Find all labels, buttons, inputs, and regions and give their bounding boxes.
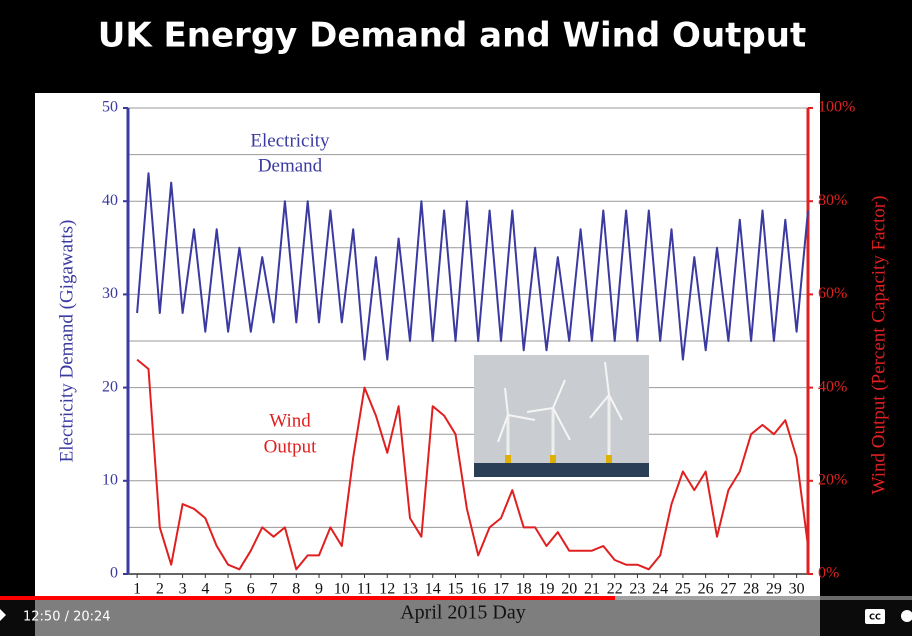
x-tick-label: 8	[292, 581, 300, 598]
series-line	[136, 172, 809, 361]
series-line	[136, 358, 809, 571]
x-tick-label: 6	[247, 581, 255, 598]
time-display: 12:50 / 20:24	[23, 610, 111, 625]
x-tick-label: 16	[470, 581, 486, 598]
x-tick-label: 26	[698, 581, 714, 598]
x-tick-label: 2	[156, 581, 164, 598]
slide	[35, 93, 820, 636]
x-tick-label: 17	[493, 581, 509, 598]
y-tick-label: 10	[102, 471, 118, 488]
y-axis-label: Electricity Demand (Gigawatts)	[56, 220, 77, 463]
x-tick-label: 9	[315, 581, 323, 598]
annotation: Demand	[258, 155, 323, 176]
x-tick-label: 7	[270, 581, 278, 598]
x-tick-label: 5	[224, 581, 232, 598]
play-button[interactable]	[0, 609, 6, 621]
x-tick-label: 24	[652, 581, 668, 598]
y2-tick-label: 0%	[818, 565, 839, 582]
x-tick-label: 12	[379, 581, 395, 598]
x-tick-label: 11	[357, 581, 372, 598]
x-tick-label: 4	[201, 581, 209, 598]
x-tick-label: 18	[516, 581, 532, 598]
y2-tick-label: 20%	[818, 471, 847, 488]
y-tick-label: 40	[102, 192, 118, 209]
y-tick-label: 0	[110, 565, 118, 582]
annotation: Electricity	[250, 130, 330, 151]
x-tick-label: 29	[766, 581, 782, 598]
progress-played[interactable]	[0, 596, 615, 600]
annotation: Output	[264, 436, 318, 457]
cc-button[interactable]	[865, 609, 885, 624]
y2-tick-label: 60%	[818, 285, 847, 302]
y2-tick-label: 80%	[818, 192, 847, 209]
x-tick-label: 30	[789, 581, 805, 598]
x-tick-label: 10	[334, 581, 350, 598]
settings-button[interactable]	[901, 610, 912, 622]
slide-title: UK Energy Demand and Wind Output	[98, 16, 806, 56]
y-tick-label: 50	[102, 99, 118, 116]
x-tick-label: 19	[538, 581, 554, 598]
x-tick-label: 14	[425, 581, 441, 598]
x-tick-label: 21	[584, 581, 600, 598]
y-tick-label: 20	[102, 378, 118, 395]
cc-label[interactable]: CC	[869, 613, 881, 622]
x-tick-label: 27	[720, 581, 736, 598]
x-tick-label: 22	[607, 581, 623, 598]
y2-axis-label: Wind Output (Percent Capacity Factor)	[868, 196, 889, 495]
turbine-photo	[474, 355, 649, 477]
annotation: Wind	[269, 410, 311, 431]
y2-tick-label: 40%	[818, 378, 847, 395]
x-tick-label: 28	[743, 581, 759, 598]
x-tick-label: 20	[561, 581, 577, 598]
player-bar	[0, 596, 912, 636]
x-tick-label: 25	[675, 581, 691, 598]
y-tick-label: 30	[102, 285, 118, 302]
x-tick-label: 23	[629, 581, 645, 598]
y2-tick-label: 100%	[818, 99, 855, 116]
x-tick-label: 13	[402, 581, 418, 598]
x-tick-label: 3	[179, 581, 187, 598]
x-tick-label: 15	[447, 581, 463, 598]
x-tick-label: 1	[133, 581, 141, 598]
